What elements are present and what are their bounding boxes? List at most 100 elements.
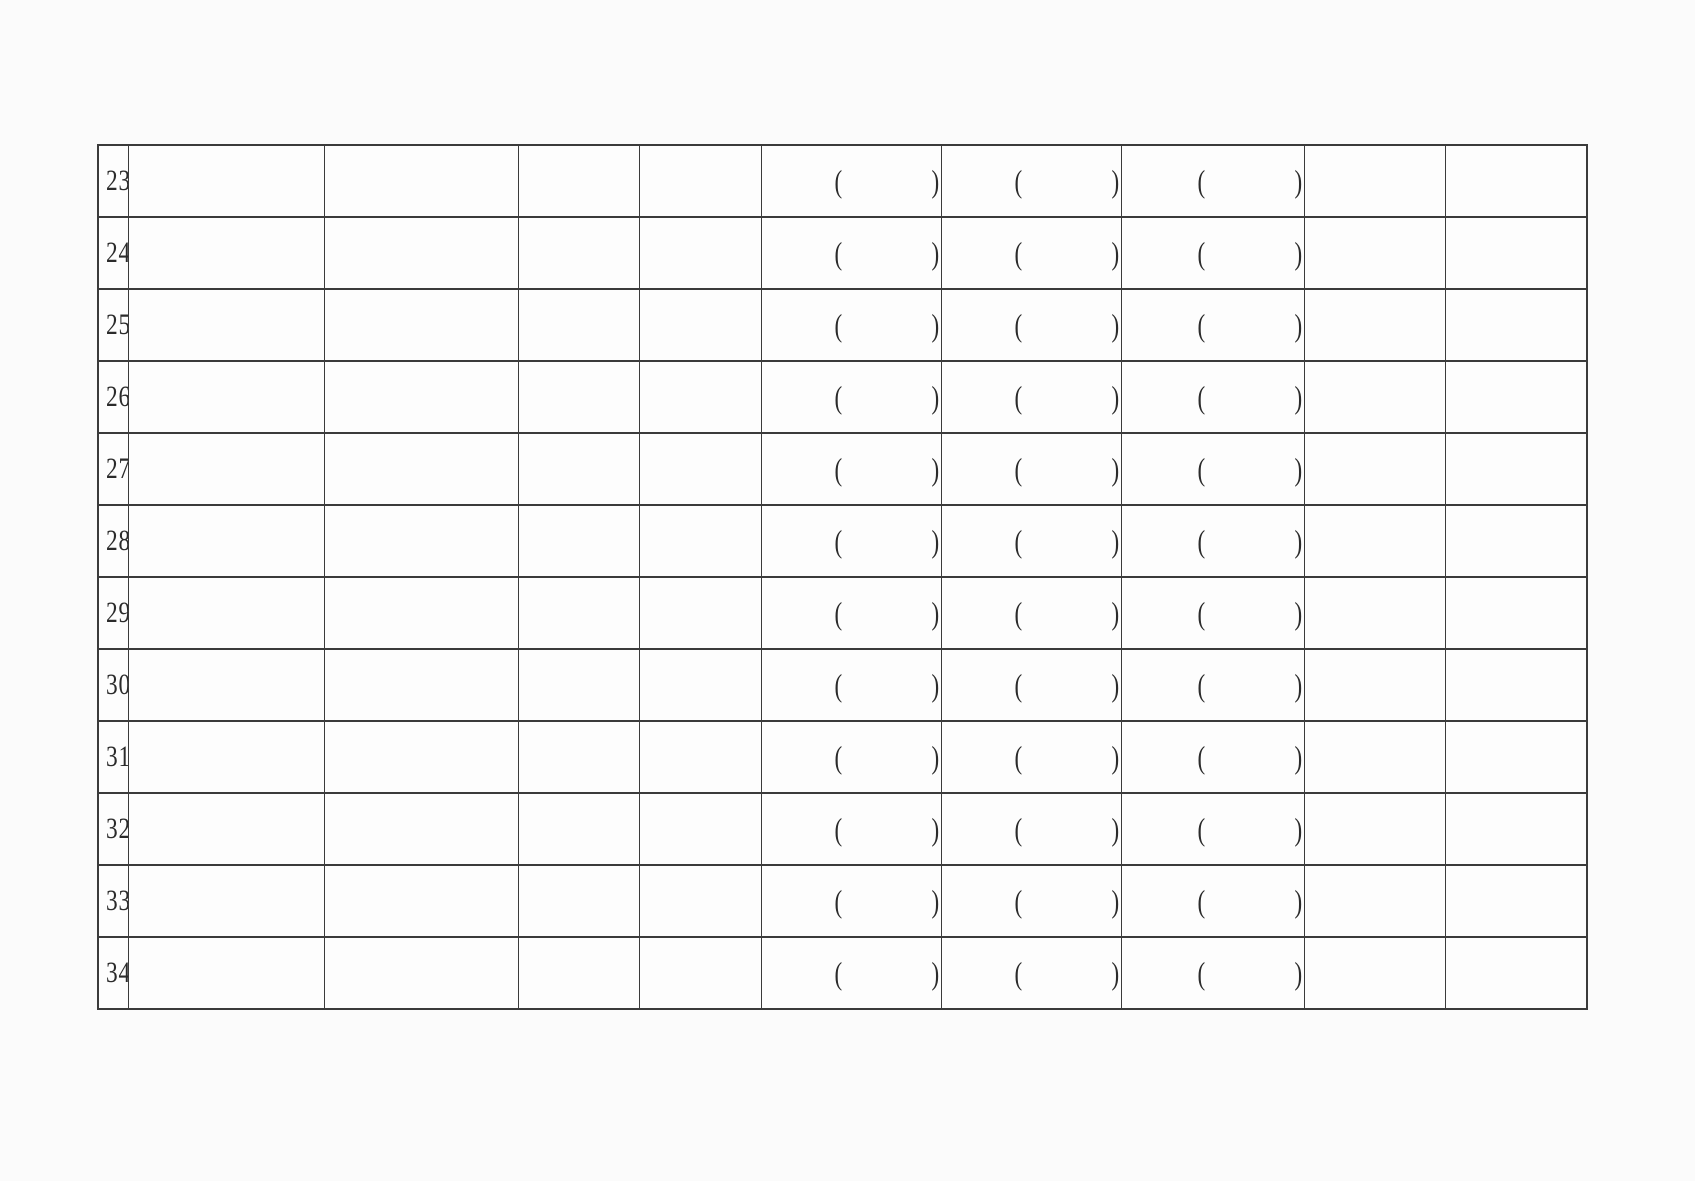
paren-pair: () bbox=[833, 525, 940, 557]
paren-pair: () bbox=[833, 381, 940, 413]
paren-pair: () bbox=[1013, 525, 1120, 557]
empty-cell bbox=[323, 216, 519, 290]
open-paren: ( bbox=[834, 306, 843, 343]
close-paren: ) bbox=[1111, 810, 1120, 847]
empty-cell bbox=[127, 864, 325, 938]
table-row: 23 () () () bbox=[97, 144, 1588, 218]
open-paren: ( bbox=[1197, 378, 1206, 415]
close-paren: ) bbox=[1294, 522, 1303, 559]
open-paren: ( bbox=[1197, 522, 1206, 559]
empty-cell bbox=[517, 360, 640, 434]
paren-pair: () bbox=[1196, 525, 1303, 557]
paren-cell: () bbox=[1120, 864, 1305, 938]
paren-cell: () bbox=[940, 288, 1122, 362]
empty-cell bbox=[517, 936, 640, 1010]
open-paren: ( bbox=[834, 450, 843, 487]
close-paren: ) bbox=[1111, 882, 1120, 919]
table-row: 30 () () () bbox=[97, 648, 1588, 722]
close-paren: ) bbox=[1111, 306, 1120, 343]
close-paren: ) bbox=[1294, 738, 1303, 775]
paren-cell: () bbox=[760, 864, 942, 938]
paren-cell: () bbox=[1120, 216, 1305, 290]
paren-cell: () bbox=[1120, 360, 1305, 434]
empty-cell bbox=[1444, 216, 1588, 290]
empty-cell bbox=[323, 936, 519, 1010]
paren-cell: () bbox=[940, 432, 1122, 506]
empty-cell bbox=[1303, 576, 1446, 650]
open-paren: ( bbox=[1197, 954, 1206, 991]
paren-pair: () bbox=[833, 453, 940, 485]
row-number-cell: 30 bbox=[97, 648, 129, 722]
open-paren: ( bbox=[1197, 666, 1206, 703]
open-paren: ( bbox=[834, 882, 843, 919]
paren-pair: () bbox=[1013, 309, 1120, 341]
empty-cell bbox=[1303, 432, 1446, 506]
row-number-cell: 34 bbox=[97, 936, 129, 1010]
close-paren: ) bbox=[1294, 306, 1303, 343]
close-paren: ) bbox=[1111, 378, 1120, 415]
open-paren: ( bbox=[1014, 378, 1023, 415]
empty-cell bbox=[1444, 360, 1588, 434]
empty-cell bbox=[1303, 936, 1446, 1010]
row-number-cell: 29 bbox=[97, 576, 129, 650]
open-paren: ( bbox=[834, 162, 843, 199]
close-paren: ) bbox=[1294, 450, 1303, 487]
paren-cell: () bbox=[760, 504, 942, 578]
empty-cell bbox=[638, 648, 762, 722]
empty-cell bbox=[1444, 288, 1588, 362]
close-paren: ) bbox=[1294, 378, 1303, 415]
empty-cell bbox=[323, 360, 519, 434]
row-number: 32 bbox=[106, 812, 127, 845]
row-number-cell: 24 bbox=[97, 216, 129, 290]
paren-cell: () bbox=[1120, 720, 1305, 794]
empty-cell bbox=[323, 432, 519, 506]
empty-cell bbox=[638, 288, 762, 362]
paren-pair: () bbox=[1196, 669, 1303, 701]
open-paren: ( bbox=[1014, 738, 1023, 775]
empty-cell bbox=[1444, 504, 1588, 578]
paren-pair: () bbox=[1013, 885, 1120, 917]
paren-pair: () bbox=[1196, 885, 1303, 917]
empty-cell bbox=[1444, 432, 1588, 506]
row-number: 29 bbox=[106, 596, 127, 629]
row-number: 34 bbox=[106, 956, 127, 989]
row-number: 24 bbox=[106, 236, 127, 269]
empty-cell bbox=[323, 144, 519, 218]
paren-pair: () bbox=[1196, 957, 1303, 989]
close-paren: ) bbox=[1294, 954, 1303, 991]
open-paren: ( bbox=[1197, 162, 1206, 199]
open-paren: ( bbox=[1014, 306, 1023, 343]
close-paren: ) bbox=[1111, 162, 1120, 199]
paren-cell: () bbox=[760, 216, 942, 290]
empty-cell bbox=[127, 576, 325, 650]
paren-pair: () bbox=[1013, 957, 1120, 989]
paren-cell: () bbox=[1120, 144, 1305, 218]
paren-cell: () bbox=[940, 648, 1122, 722]
paren-cell: () bbox=[940, 720, 1122, 794]
open-paren: ( bbox=[1014, 882, 1023, 919]
open-paren: ( bbox=[1197, 306, 1206, 343]
open-paren: ( bbox=[834, 378, 843, 415]
paren-pair: () bbox=[1196, 309, 1303, 341]
open-paren: ( bbox=[834, 810, 843, 847]
close-paren: ) bbox=[1294, 162, 1303, 199]
paren-cell: () bbox=[760, 648, 942, 722]
empty-cell bbox=[127, 504, 325, 578]
empty-cell bbox=[323, 792, 519, 866]
empty-cell bbox=[1444, 864, 1588, 938]
empty-cell bbox=[638, 360, 762, 434]
paren-pair: () bbox=[1196, 597, 1303, 629]
paren-cell: () bbox=[940, 144, 1122, 218]
row-number: 31 bbox=[106, 740, 127, 773]
empty-cell bbox=[517, 504, 640, 578]
open-paren: ( bbox=[834, 522, 843, 559]
close-paren: ) bbox=[1294, 234, 1303, 271]
paren-pair: () bbox=[833, 309, 940, 341]
paren-cell: () bbox=[1120, 792, 1305, 866]
close-paren: ) bbox=[931, 954, 940, 991]
paren-cell: () bbox=[760, 144, 942, 218]
empty-cell bbox=[127, 144, 325, 218]
open-paren: ( bbox=[1197, 594, 1206, 631]
empty-cell bbox=[1303, 144, 1446, 218]
empty-cell bbox=[638, 864, 762, 938]
